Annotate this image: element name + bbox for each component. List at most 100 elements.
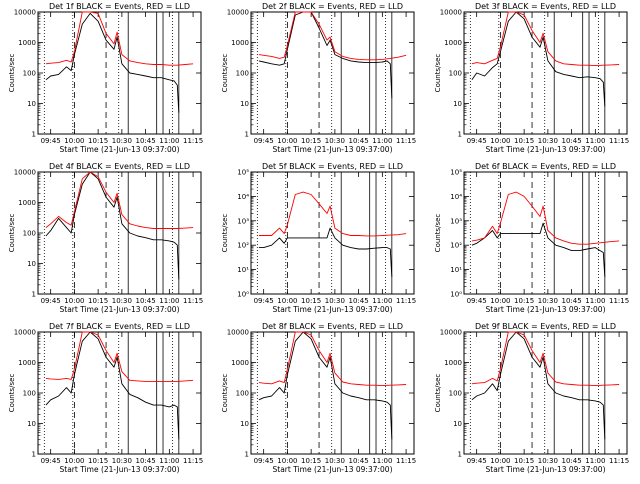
x-tick-label: 10:45 <box>136 297 156 305</box>
y-axis-label: Counts/sec <box>221 54 229 93</box>
x-tick-label: 10:30 <box>112 457 132 465</box>
x-tick-label: 10:45 <box>562 137 582 145</box>
x-tick-label: 10:30 <box>112 297 132 305</box>
y-tick-label: 1 <box>32 131 36 139</box>
series-line-events <box>471 222 606 277</box>
y-tick-label: 10000 <box>14 9 36 17</box>
series-line-events <box>471 11 606 107</box>
plot-frame <box>250 331 415 455</box>
y-tick-label: 100 <box>23 70 36 78</box>
series-line-lld <box>45 331 194 382</box>
x-tick-label: 11:15 <box>396 137 416 145</box>
x-axis-label: Start Time (21-Jun-13 09:37:00) <box>273 465 393 474</box>
x-tick-label: 10:15 <box>514 297 534 305</box>
detector-panel: Det 9f BLACK = Events, RED = LLD 1 10 100 10… <box>434 322 629 474</box>
x-tick-label: 11:00 <box>585 297 605 305</box>
chart-title: Det 9f BLACK = Events, RED = LLD <box>475 322 616 331</box>
x-tick-label: 10:30 <box>325 457 345 465</box>
series-line-lld <box>45 171 194 229</box>
y-tick-label: 10⁵ <box>237 169 249 177</box>
x-tick-label: 09:45 <box>41 137 61 145</box>
series-line-events <box>471 331 606 440</box>
x-tick-label: 10:30 <box>538 137 558 145</box>
y-tick-label: 10000 <box>14 329 36 337</box>
y-axis-label: Counts/sec <box>434 54 442 93</box>
x-tick-label: 11:00 <box>372 137 392 145</box>
detector-panel: Det 2f BLACK = Events, RED = LLD 1 10 100 10… <box>221 2 416 154</box>
x-tick-label: 10:15 <box>514 137 534 145</box>
x-tick-label: 10:15 <box>301 137 321 145</box>
x-tick-label: 09:45 <box>467 297 487 305</box>
detector-panel: Det 4f BLACK = Events, RED = LLD 1 10 100 10… <box>8 162 203 314</box>
x-tick-label: 09:45 <box>41 297 61 305</box>
plot-frame <box>250 171 415 295</box>
chart-title: Det 2f BLACK = Events, RED = LLD <box>262 2 403 11</box>
x-tick-label: 09:45 <box>467 457 487 465</box>
x-tick-label: 10:00 <box>277 137 297 145</box>
y-tick-label: 10000 <box>227 329 249 337</box>
detector-panel: Det 5f BLACK = Events, RED = LLD 10⁰ 10¹ 10… <box>221 162 416 314</box>
y-tick-label: 1 <box>245 451 249 459</box>
y-tick-label: 1000 <box>231 39 249 47</box>
x-tick-label: 10:45 <box>136 457 156 465</box>
x-tick-label: 10:15 <box>301 457 321 465</box>
x-tick-label: 10:00 <box>490 457 510 465</box>
y-tick-label: 1 <box>458 131 462 139</box>
chart-title: Det 6f BLACK = Events, RED = LLD <box>475 162 616 171</box>
y-axis-label: Counts/sec <box>434 374 442 413</box>
x-tick-label: 11:15 <box>183 457 203 465</box>
x-axis-label: Start Time (21-Jun-13 09:37:00) <box>273 145 393 154</box>
series-line-events <box>45 331 180 440</box>
x-tick-label: 10:00 <box>490 137 510 145</box>
x-tick-label: 11:15 <box>396 297 416 305</box>
y-tick-label: 10 <box>453 100 462 108</box>
x-axis-label: Start Time (21-Jun-13 09:37:00) <box>486 145 606 154</box>
y-tick-label: 10 <box>240 420 249 428</box>
plot-frame <box>250 11 415 135</box>
y-tick-label: 10 <box>240 100 249 108</box>
y-tick-label: 10 <box>453 420 462 428</box>
x-tick-label: 11:15 <box>183 137 203 145</box>
x-tick-label: 09:45 <box>254 137 274 145</box>
x-tick-label: 10:15 <box>301 297 321 305</box>
y-tick-label: 10 <box>27 100 36 108</box>
x-tick-label: 10:30 <box>538 457 558 465</box>
y-tick-label: 10¹ <box>450 266 462 274</box>
y-tick-label: 10000 <box>440 329 462 337</box>
y-tick-label: 10⁴ <box>450 193 462 201</box>
series-line-lld <box>45 11 194 66</box>
y-axis-label: Counts/sec <box>8 214 16 253</box>
x-tick-label: 10:45 <box>562 457 582 465</box>
x-tick-label: 10:45 <box>349 137 369 145</box>
y-tick-label: 10³ <box>237 217 249 225</box>
y-tick-label: 10⁰ <box>237 291 249 299</box>
x-tick-label: 10:00 <box>277 457 297 465</box>
x-tick-label: 11:00 <box>372 297 392 305</box>
y-tick-label: 10⁰ <box>450 291 462 299</box>
x-tick-label: 11:15 <box>609 297 629 305</box>
y-tick-label: 10000 <box>227 9 249 17</box>
chart-title: Det 8f BLACK = Events, RED = LLD <box>262 322 403 331</box>
x-tick-label: 10:00 <box>64 297 84 305</box>
series-line-events <box>258 227 393 277</box>
x-tick-label: 09:45 <box>41 457 61 465</box>
x-tick-label: 11:00 <box>585 137 605 145</box>
x-axis-label: Start Time (21-Jun-13 09:37:00) <box>60 305 180 314</box>
series-line-events <box>258 11 393 99</box>
x-tick-label: 10:30 <box>325 137 345 145</box>
y-tick-label: 1000 <box>444 359 462 367</box>
y-tick-label: 1 <box>32 451 36 459</box>
x-tick-label: 10:00 <box>490 297 510 305</box>
plot-frame <box>37 171 202 295</box>
x-tick-label: 11:15 <box>609 457 629 465</box>
y-axis-label: Counts/sec <box>8 54 16 93</box>
x-tick-label: 10:15 <box>88 137 108 145</box>
x-tick-label: 10:00 <box>64 457 84 465</box>
y-tick-label: 10⁴ <box>237 193 249 201</box>
plot-frame <box>463 11 628 135</box>
y-axis-label: Counts/sec <box>8 374 16 413</box>
x-tick-label: 11:15 <box>609 137 629 145</box>
x-tick-label: 11:00 <box>159 457 179 465</box>
